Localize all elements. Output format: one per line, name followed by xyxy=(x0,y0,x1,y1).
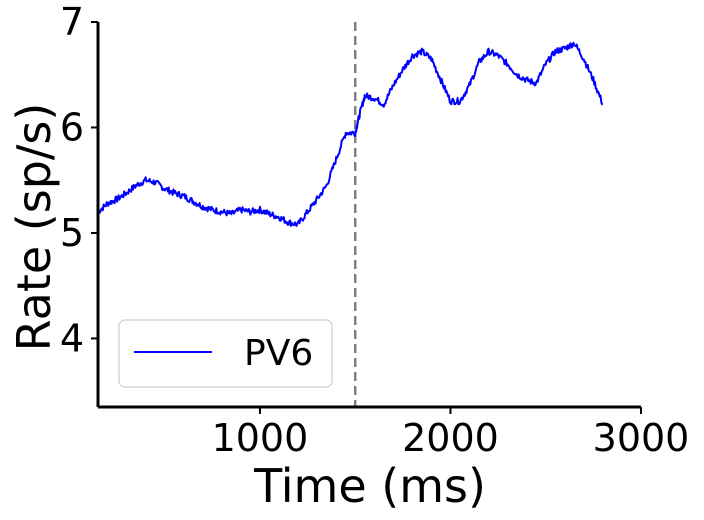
series-line-pv6 xyxy=(97,41,604,227)
y-axis-title: Rate (sp/s) xyxy=(7,103,61,352)
y-tick-label: 4 xyxy=(60,316,84,360)
legend-frame xyxy=(118,319,333,388)
legend-label-pv6: PV6 xyxy=(244,333,313,374)
axes xyxy=(96,22,641,409)
ticks: 1000 2000 3000 4 5 6 7 xyxy=(60,0,690,460)
y-tick-label: 6 xyxy=(60,105,84,149)
x-axis-title: Time (ms) xyxy=(253,459,486,513)
x-tick-label: 3000 xyxy=(593,416,690,460)
y-tick-label: 5 xyxy=(60,211,84,255)
x-tick-label: 2000 xyxy=(402,416,499,460)
plot-area xyxy=(97,22,604,407)
legend: PV6 xyxy=(118,319,333,388)
y-tick-label: 7 xyxy=(60,0,84,44)
x-tick-label: 1000 xyxy=(212,416,309,460)
